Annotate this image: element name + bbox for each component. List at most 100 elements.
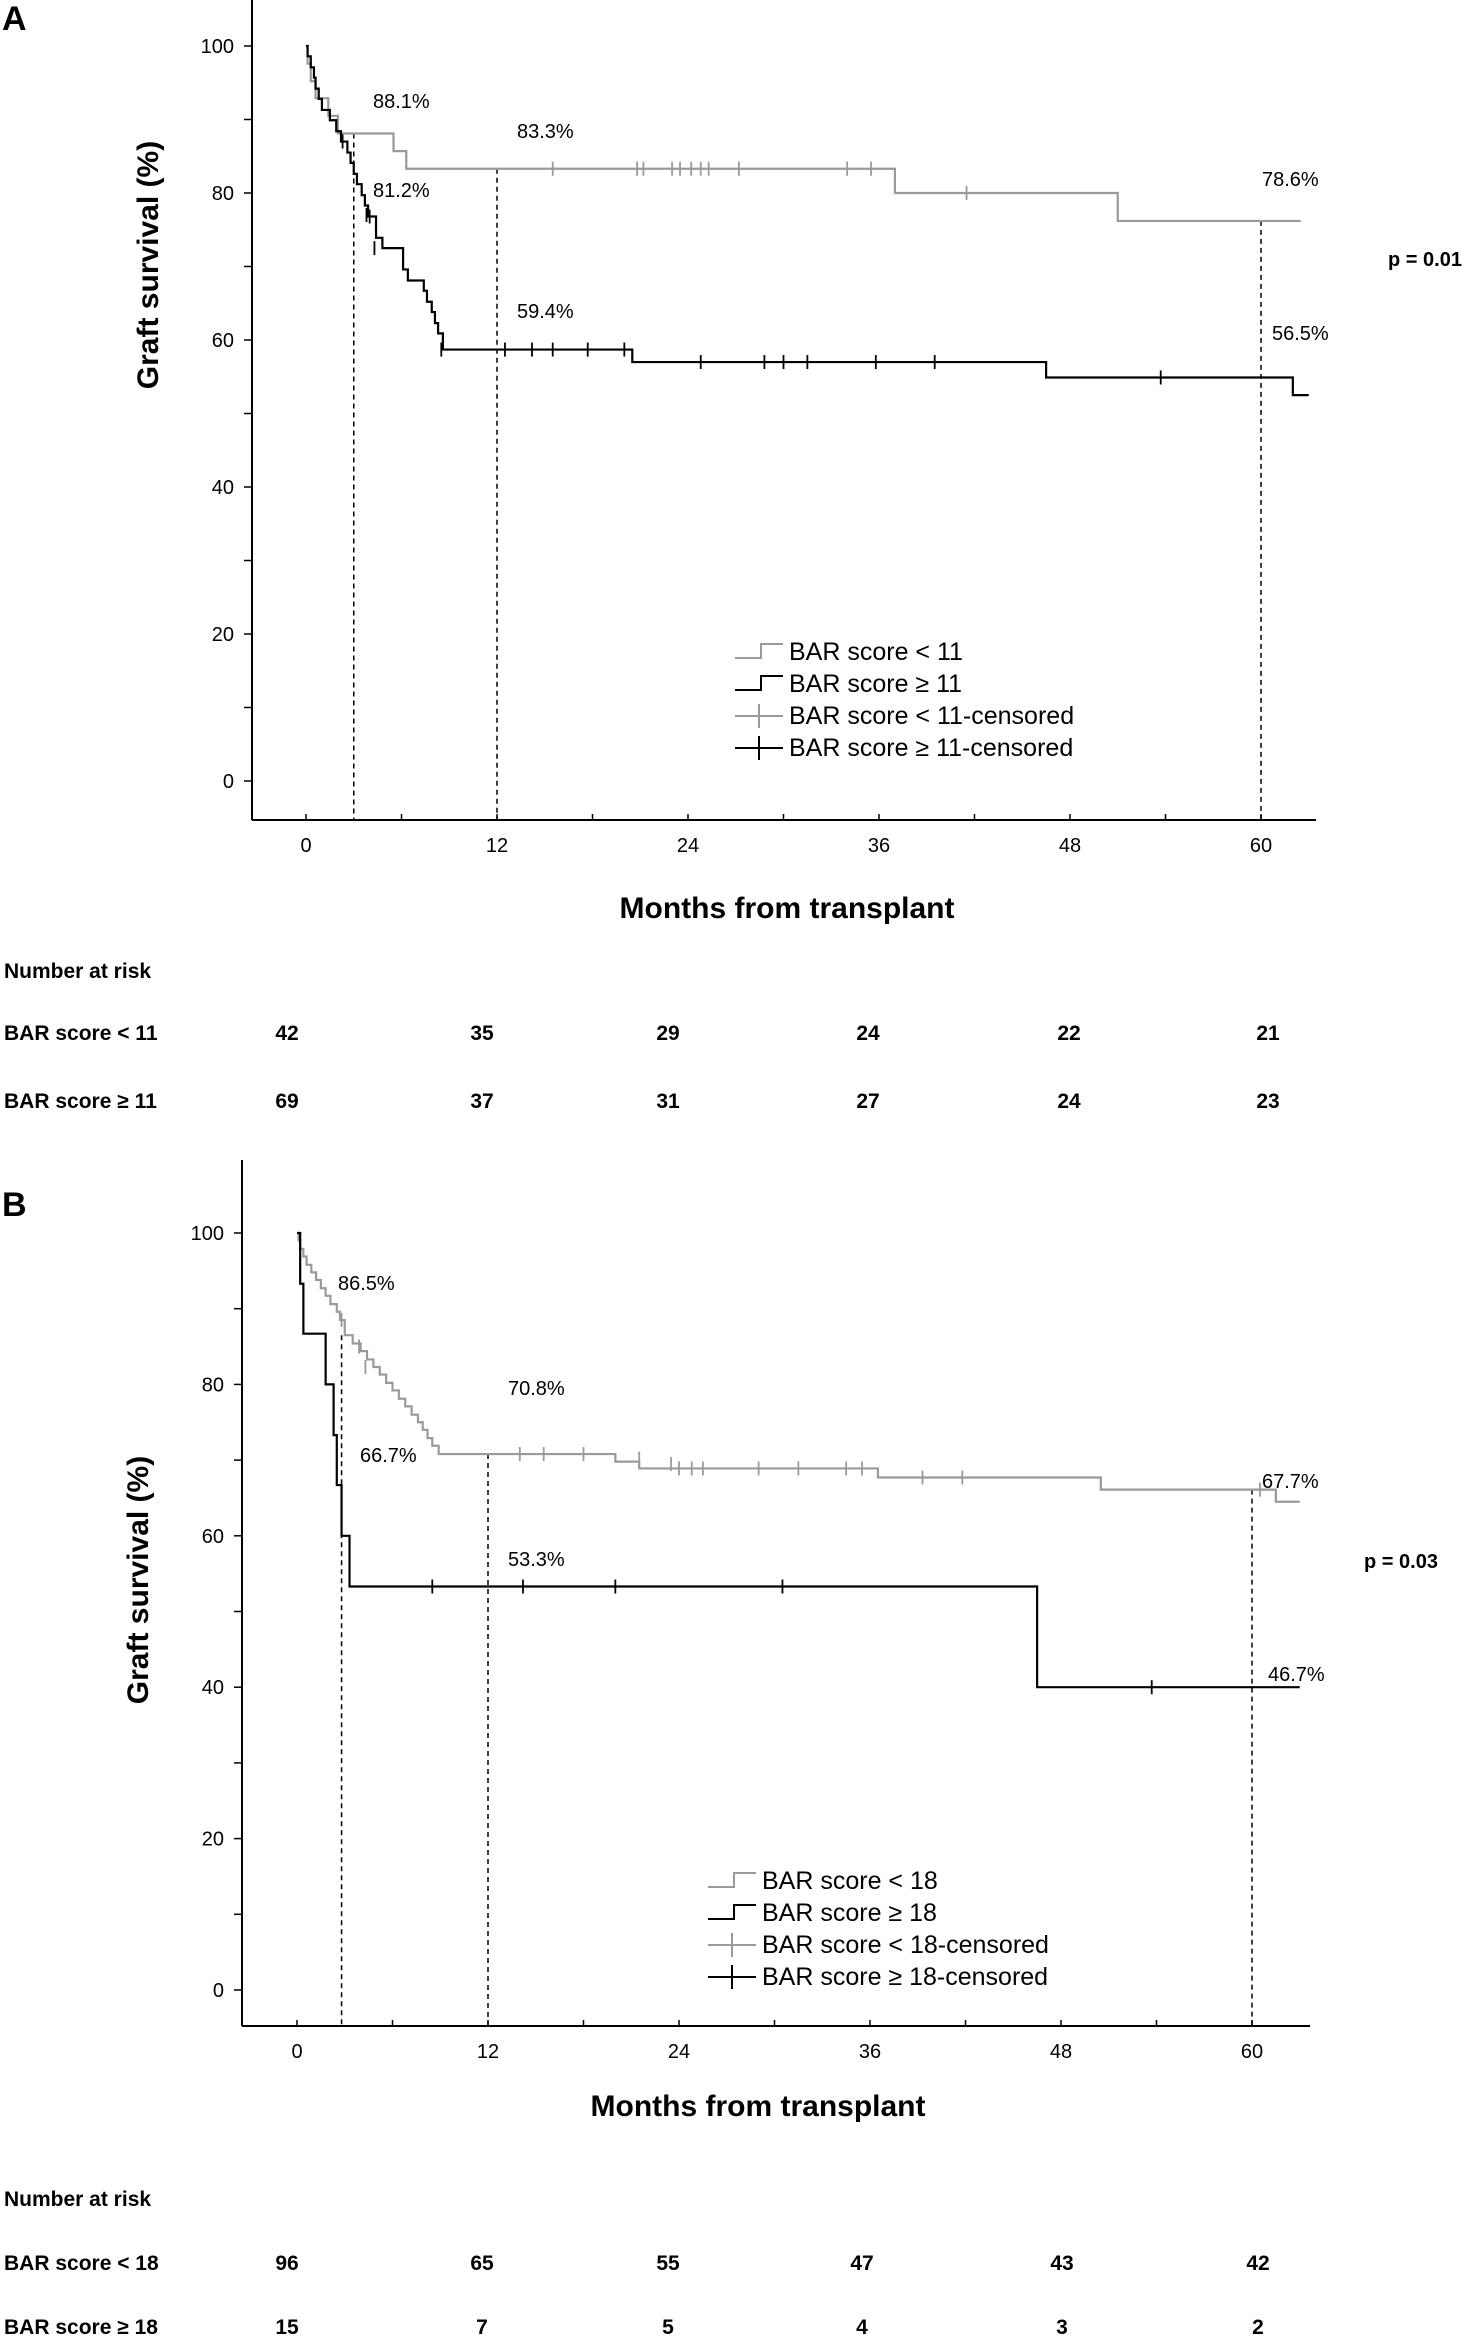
risk-value: 42 [1246, 2252, 1270, 2275]
x-axis-title: Months from transplant [620, 892, 955, 925]
p-value: p = 0.03 [1364, 1551, 1438, 1573]
risk-value: 23 [1256, 1090, 1280, 1113]
percent-label: 67.7% [1262, 1471, 1319, 1493]
risk-row: BAR score < 18 96 65 55 47 43 42 [0, 2252, 1470, 2282]
panel-label: A [2, 0, 27, 38]
y-tick-label: 0 [223, 771, 234, 793]
x-tick-label: 12 [477, 2041, 499, 2063]
risk-value: 37 [470, 1090, 494, 1113]
percent-label: 70.8% [508, 1378, 565, 1400]
survival-chart-a: A Graft survival (%) Months from transpl… [2, 0, 1462, 925]
legend-label: BAR score < 18-censored [762, 1931, 1049, 1959]
p-value: p = 0.01 [1388, 249, 1462, 271]
risk-value: 55 [656, 2252, 680, 2275]
risk-value: 27 [856, 1090, 880, 1113]
x-tick-label: 48 [1050, 2041, 1072, 2063]
panel-a: A Graft survival (%) Months from transpl… [0, 0, 1470, 1160]
y-tick-label: 100 [201, 36, 234, 58]
x-tick-label: 36 [868, 835, 890, 857]
legend-label: BAR score < 18 [762, 1867, 938, 1895]
legend-label: BAR score ≥ 11 [789, 670, 962, 698]
legend-line-swatch [735, 675, 783, 691]
y-tick-label: 0 [213, 1980, 224, 2002]
risk-row: BAR score < 11 42 35 29 24 22 21 [0, 1022, 1470, 1052]
y-tick-label: 60 [202, 1526, 224, 1548]
risk-value: 15 [275, 2316, 299, 2339]
x-tick-label: 24 [668, 2041, 690, 2063]
percent-label: 59.4% [517, 301, 574, 323]
risk-value: 69 [275, 1090, 299, 1113]
risk-value: 96 [275, 2252, 299, 2275]
percent-label: 88.1% [373, 91, 430, 113]
y-tick-label: 80 [212, 183, 234, 205]
risk-row-label: BAR score < 18 [4, 2252, 159, 2275]
risk-value: 65 [470, 2252, 494, 2275]
survival-curve [297, 1231, 1300, 1689]
risk-value: 24 [1057, 1090, 1081, 1113]
x-axis-title: Months from transplant [591, 2090, 926, 2123]
y-tick-label: 60 [212, 330, 234, 352]
legend-line-swatch [708, 1872, 756, 1888]
risk-table-title: Number at risk [4, 2188, 152, 2211]
y-axis-title: Graft survival (%) [122, 1456, 155, 1704]
risk-value: 21 [1256, 1022, 1280, 1045]
legend-label: BAR score ≥ 11-censored [789, 734, 1073, 762]
percent-label: 53.3% [508, 1549, 565, 1571]
panel-label: B [2, 1186, 27, 1224]
risk-value: 29 [656, 1022, 680, 1045]
x-tick-label: 36 [859, 2041, 881, 2063]
legend-line-swatch [708, 1904, 756, 1920]
risk-value: 31 [656, 1090, 680, 1113]
legend-label: BAR score ≥ 18 [762, 1899, 937, 1927]
legend-line-swatch [735, 643, 783, 659]
panel-b: B Graft survival (%) Months from transpl… [0, 1160, 1470, 2346]
percent-label: 56.5% [1272, 323, 1329, 345]
percent-label: 78.6% [1262, 169, 1319, 191]
legend-label: BAR score ≥ 18-censored [762, 1963, 1048, 1991]
risk-row: BAR score ≥ 11 69 37 31 27 24 23 [0, 1090, 1470, 1120]
y-tick-label: 100 [191, 1223, 224, 1245]
plot-area: 0 20 40 60 80 100 0 12 24 36 48 60 88.1% 83.3% 81.2% 59… [201, 0, 1329, 857]
risk-table-title: Number at risk [4, 960, 152, 983]
survival-curve [306, 44, 1309, 397]
risk-value: 4 [856, 2316, 868, 2339]
percent-label: 81.2% [373, 180, 430, 202]
risk-value: 7 [476, 2316, 488, 2339]
legend-label: BAR score < 11 [789, 638, 963, 666]
y-tick-label: 20 [202, 1829, 224, 1851]
plot-area: 0 20 40 60 80 100 0 12 24 36 48 60 86.5% 66.7% 70.8% 53… [191, 1160, 1325, 2063]
risk-value: 35 [470, 1022, 494, 1045]
risk-row-label: BAR score ≥ 18 [4, 2316, 158, 2339]
legend-label: BAR score < 11-censored [789, 702, 1074, 730]
risk-value: 47 [850, 2252, 874, 2275]
y-tick-label: 40 [202, 1677, 224, 1699]
survival-curve [297, 1231, 1300, 1503]
x-tick-label: 60 [1250, 835, 1272, 857]
risk-value: 42 [275, 1022, 299, 1045]
survival-curve [306, 44, 1301, 223]
percent-label: 83.3% [517, 121, 574, 143]
x-tick-label: 24 [677, 835, 699, 857]
risk-row-label: BAR score < 11 [4, 1022, 158, 1045]
risk-value: 43 [1050, 2252, 1074, 2275]
percent-label: 86.5% [338, 1273, 395, 1295]
x-tick-label: 60 [1241, 2041, 1263, 2063]
y-tick-label: 20 [212, 624, 234, 646]
x-tick-label: 48 [1059, 835, 1081, 857]
risk-row: BAR score ≥ 18 15 7 5 4 3 2 [0, 2316, 1470, 2346]
y-tick-label: 80 [202, 1374, 224, 1396]
percent-label: 46.7% [1268, 1664, 1325, 1686]
risk-row-label: BAR score ≥ 11 [4, 1090, 157, 1113]
percent-label: 66.7% [360, 1445, 417, 1467]
x-tick-label: 0 [291, 2041, 302, 2063]
risk-value: 24 [856, 1022, 880, 1045]
x-tick-label: 12 [486, 835, 508, 857]
survival-chart-b: B Graft survival (%) Months from transpl… [2, 1160, 1438, 2123]
x-tick-label: 0 [300, 835, 311, 857]
risk-value: 3 [1056, 2316, 1068, 2339]
risk-value: 22 [1057, 1022, 1081, 1045]
y-tick-label: 40 [212, 477, 234, 499]
risk-value: 5 [662, 2316, 674, 2339]
y-axis-title: Graft survival (%) [132, 141, 165, 389]
risk-value: 2 [1252, 2316, 1264, 2339]
